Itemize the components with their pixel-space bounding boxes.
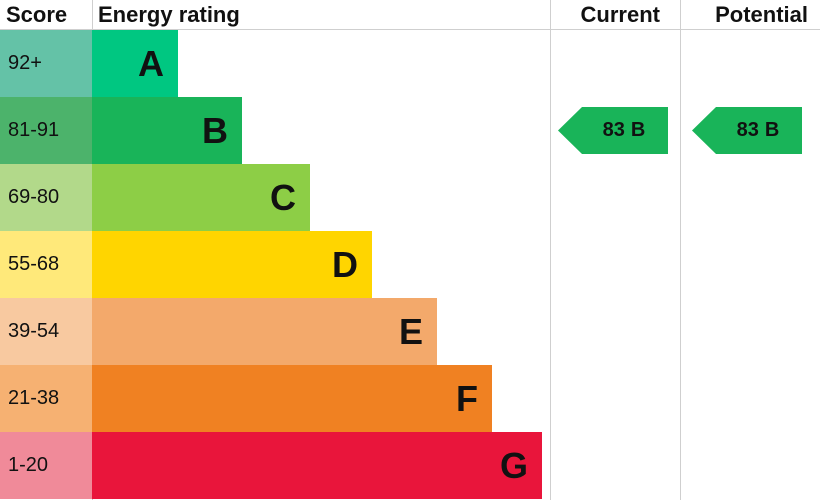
rating-grade-label: B — [202, 110, 228, 152]
rating-bar: C — [92, 164, 310, 231]
rating-bar: B — [92, 97, 242, 164]
header-potential: Potential — [715, 2, 808, 28]
rating-grade-label: A — [138, 43, 164, 85]
energy-rating-chart: Score Energy rating Current Potential 92… — [0, 0, 820, 500]
rating-grade-label: E — [399, 311, 423, 353]
rating-row-f: 21-38 F — [0, 365, 820, 432]
header-rating: Energy rating — [98, 2, 240, 28]
current-arrow: 83 B — [558, 107, 668, 154]
rating-row-d: 55-68 D — [0, 231, 820, 298]
potential-arrow: 83 B — [692, 107, 802, 154]
rating-row-e: 39-54 E — [0, 298, 820, 365]
rating-grade-label: F — [456, 378, 478, 420]
score-range: 39-54 — [0, 298, 92, 365]
rating-row-a: 92+ A — [0, 30, 820, 97]
score-range: 1-20 — [0, 432, 92, 499]
rating-row-c: 69-80 C — [0, 164, 820, 231]
rating-grade-label: C — [270, 177, 296, 219]
current-grade: B — [631, 119, 645, 142]
rating-bar: F — [92, 365, 492, 432]
score-range: 55-68 — [0, 231, 92, 298]
chart-header: Score Energy rating Current Potential — [0, 0, 820, 30]
rating-bar: E — [92, 298, 437, 365]
rating-rows: 92+ A 81-91 B 83 B 83 B 69-80 C 55-68 D 39-54 E 21-38 F… — [0, 30, 820, 499]
rating-row-b: 81-91 B 83 B 83 B — [0, 97, 820, 164]
rating-bar: A — [92, 30, 178, 97]
header-score: Score — [6, 2, 67, 28]
rating-bar: D — [92, 231, 372, 298]
score-range: 81-91 — [0, 97, 92, 164]
potential-score: 83 — [737, 119, 759, 142]
rating-grade-label: G — [500, 445, 528, 487]
score-range: 21-38 — [0, 365, 92, 432]
rating-grade-label: D — [332, 244, 358, 286]
header-current: Current — [581, 2, 660, 28]
rating-row-g: 1-20 G — [0, 432, 820, 499]
potential-grade: B — [765, 119, 779, 142]
rating-bar: G — [92, 432, 542, 499]
current-score: 83 — [603, 119, 625, 142]
score-range: 69-80 — [0, 164, 92, 231]
score-range: 92+ — [0, 30, 92, 97]
